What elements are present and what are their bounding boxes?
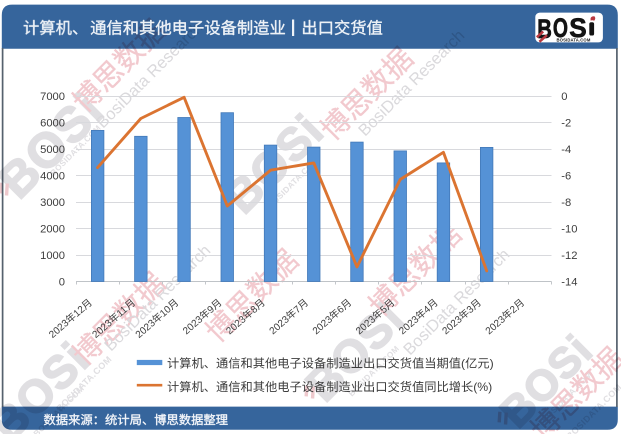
svg-text:2000: 2000 — [40, 223, 65, 235]
svg-text:S: S — [569, 13, 586, 43]
svg-text:0: 0 — [59, 276, 65, 288]
svg-text:O: O — [553, 13, 568, 43]
svg-text:): ) — [490, 357, 494, 371]
svg-text:-2: -2 — [561, 117, 571, 129]
svg-text:3000: 3000 — [40, 197, 65, 209]
svg-text:(: ( — [461, 357, 465, 371]
svg-text:0: 0 — [561, 91, 567, 103]
svg-text:-14: -14 — [561, 276, 577, 288]
svg-text:9: 9 — [206, 304, 218, 316]
svg-text:1000: 1000 — [40, 250, 65, 262]
svg-text:3: 3 — [465, 304, 477, 316]
svg-text:-4: -4 — [561, 144, 571, 156]
svg-text:2: 2 — [508, 304, 520, 316]
svg-text:B: B — [537, 14, 552, 45]
svg-text:-8: -8 — [561, 197, 571, 209]
svg-text:8: 8 — [249, 304, 261, 316]
svg-text:7: 7 — [292, 304, 304, 316]
svg-text:5000: 5000 — [40, 144, 65, 156]
svg-text:4: 4 — [422, 304, 434, 316]
svg-text:7000: 7000 — [40, 91, 65, 103]
svg-text:6000: 6000 — [40, 117, 65, 129]
svg-text:-10: -10 — [561, 223, 577, 235]
svg-text:(%): (%) — [473, 380, 492, 394]
svg-text:-12: -12 — [561, 250, 577, 262]
svg-text:BOSIDATA.COM: BOSIDATA.COM — [557, 37, 591, 42]
svg-text:-6: -6 — [561, 170, 571, 182]
svg-text:6: 6 — [335, 304, 347, 316]
svg-text:4000: 4000 — [40, 170, 65, 182]
svg-text:5: 5 — [378, 304, 390, 316]
